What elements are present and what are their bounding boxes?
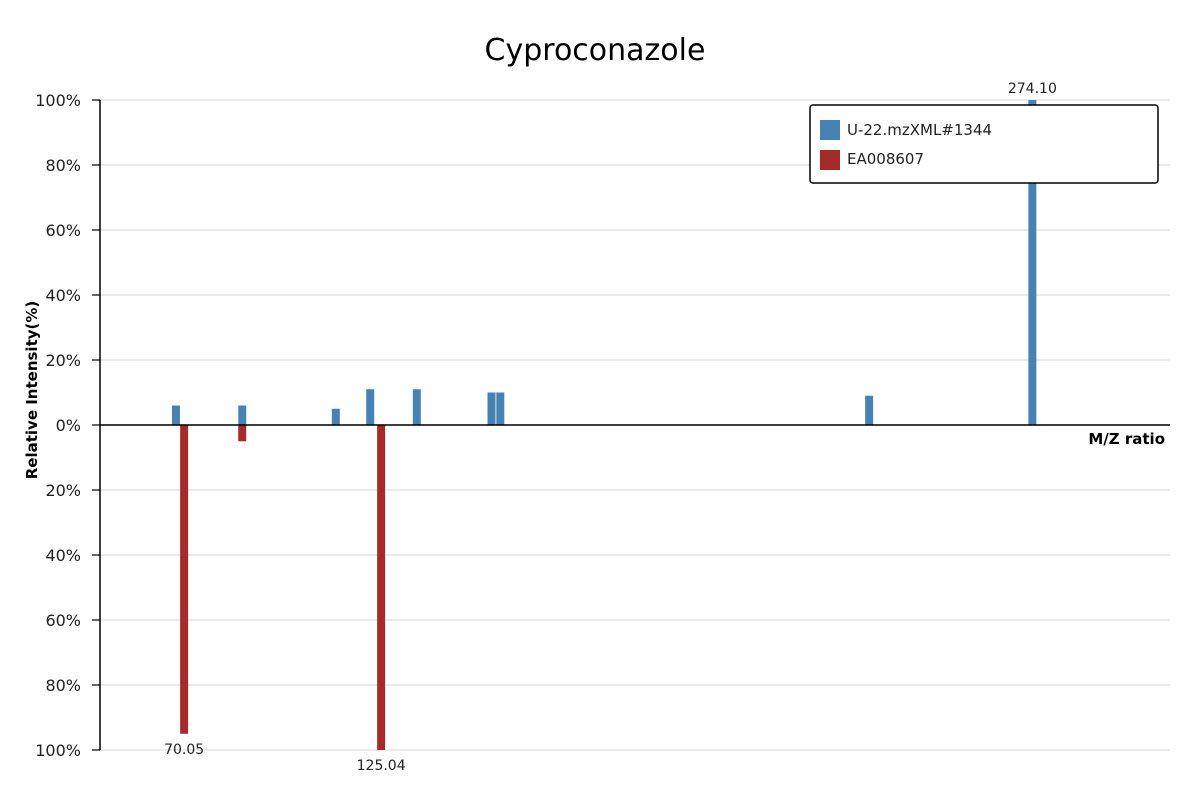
reference-peak-bar <box>238 425 247 442</box>
y-tick-label: 100% <box>35 91 81 110</box>
legend-label-reference: EA008607 <box>847 150 924 168</box>
sample-peak-bar <box>171 405 180 425</box>
legend-swatch-reference <box>820 150 840 170</box>
legend: U-22.mzXML#1344 EA008607 <box>809 104 1159 184</box>
y-tick-label: 20% <box>45 351 81 370</box>
peak-labels: 274.10 70.05 125.04 <box>164 81 1057 774</box>
y-axis-title: Relative Intensity(%) <box>23 301 41 480</box>
peak-bars <box>171 100 1037 750</box>
y-tick-labels: 100% 80% 60% 40% 20% 0% 20% 40% 60% 80% 100% <box>35 91 81 760</box>
legend-box <box>809 104 1159 184</box>
reference-peak-bar <box>377 425 386 750</box>
y-tick-label: 60% <box>45 221 81 240</box>
peak-label: 125.04 <box>357 758 406 774</box>
axes <box>92 99 1170 751</box>
y-tick-label: 0% <box>56 416 81 435</box>
y-tick-label: 80% <box>45 676 81 695</box>
sample-peak-bar <box>331 408 340 425</box>
y-tick-label: 20% <box>45 481 81 500</box>
x-axis-title: M/Z ratio <box>1088 430 1165 448</box>
sample-peak-bar <box>1028 100 1037 425</box>
y-tick-label: 80% <box>45 156 81 175</box>
y-tick-label: 60% <box>45 611 81 630</box>
peak-label: 70.05 <box>164 742 204 758</box>
sample-peak-bar <box>496 392 505 425</box>
sample-peak-bar <box>412 389 421 425</box>
chart-title: Cyproconazole <box>485 33 706 68</box>
legend-swatch-sample <box>820 120 840 140</box>
legend-label-sample: U-22.mzXML#1344 <box>847 121 992 139</box>
sample-peak-bar <box>487 392 496 425</box>
sample-peak-bar <box>865 395 874 425</box>
y-tick-label: 40% <box>45 286 81 305</box>
sample-peak-bar <box>366 389 375 425</box>
y-tick-label: 100% <box>35 741 81 760</box>
peak-label: 274.10 <box>1008 81 1057 97</box>
y-tick-label: 40% <box>45 546 81 565</box>
sample-peak-bar <box>238 405 247 425</box>
reference-peak-bar <box>180 425 189 734</box>
